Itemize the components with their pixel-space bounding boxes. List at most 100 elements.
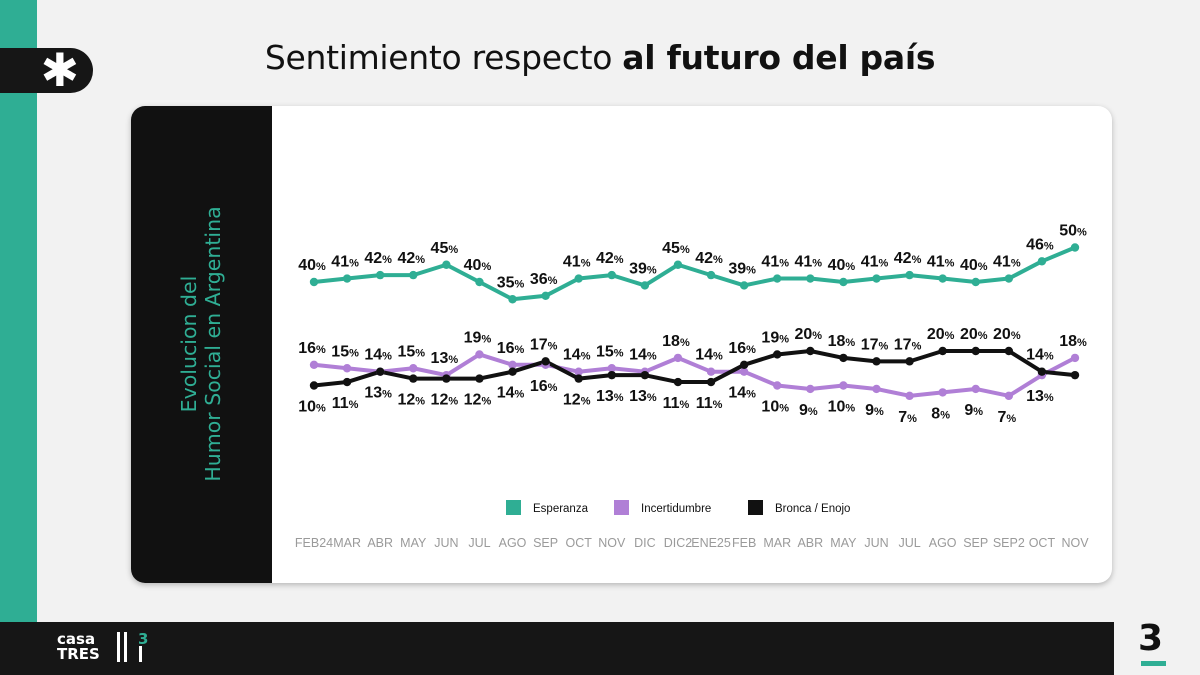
x-tick-label: JUN — [864, 536, 888, 550]
x-tick-label: ABR — [797, 536, 823, 550]
x-tick-label: SEP — [963, 536, 988, 550]
data-label: 8% — [931, 405, 950, 422]
data-label: 41% — [761, 254, 789, 271]
title-bold: al futuro del país — [622, 38, 936, 77]
data-point — [574, 367, 583, 376]
logo-word1: casa — [57, 630, 96, 648]
data-label: 41% — [927, 254, 955, 271]
data-label: 14% — [629, 347, 657, 364]
data-label: 18% — [662, 333, 690, 350]
data-label: 13% — [596, 388, 624, 405]
data-label: 16% — [530, 378, 558, 395]
data-point — [905, 391, 914, 401]
x-tick-label: ENE25 — [691, 536, 731, 550]
data-label: 9% — [964, 402, 983, 419]
logo-word2: TRES — [57, 645, 100, 663]
data-label: 40% — [464, 257, 492, 274]
data-label: 40% — [828, 257, 856, 274]
data-label: 16% — [497, 340, 525, 357]
data-label: 20% — [960, 326, 988, 343]
data-label: 15% — [596, 343, 624, 360]
data-label: 13% — [1026, 388, 1054, 405]
data-label: 41% — [795, 254, 823, 271]
data-point — [706, 377, 716, 387]
data-label: 42% — [397, 250, 425, 267]
data-point — [309, 277, 319, 287]
data-point — [938, 346, 947, 356]
x-tick-label: JUL — [898, 536, 920, 550]
data-label: 19% — [761, 329, 789, 346]
data-label: 12% — [397, 392, 425, 409]
legend-swatch — [506, 500, 521, 515]
data-label: 45% — [662, 240, 690, 257]
data-point — [971, 384, 980, 394]
data-label: 41% — [331, 254, 359, 271]
data-point — [541, 291, 550, 300]
data-point — [607, 270, 616, 280]
data-label: 40% — [960, 257, 988, 274]
data-label: 20% — [993, 326, 1021, 343]
x-tick-label: JUN — [434, 536, 458, 550]
data-point — [773, 274, 782, 283]
data-point — [442, 260, 451, 269]
data-label: 13% — [364, 385, 392, 402]
data-label: 50% — [1059, 223, 1087, 240]
chart-card: Evolucion del Humor Social en Argentina … — [131, 106, 1112, 583]
data-label: 14% — [497, 385, 525, 402]
data-point — [938, 274, 947, 283]
series-line-3 — [313, 349, 1076, 388]
data-point — [375, 367, 385, 376]
logo-bars-icon — [117, 632, 131, 662]
data-point — [640, 281, 650, 290]
data-label: 12% — [431, 392, 459, 409]
data-label: 17% — [530, 336, 558, 353]
data-label: 14% — [1026, 347, 1054, 364]
data-point — [971, 277, 980, 287]
data-point — [640, 370, 650, 380]
data-point — [673, 353, 683, 363]
data-point — [475, 277, 484, 287]
data-label: 7% — [997, 409, 1016, 426]
data-point — [1004, 346, 1014, 356]
data-point — [806, 384, 815, 394]
data-label: 42% — [596, 250, 624, 267]
page-title: Sentimiento respecto al futuro del país — [0, 38, 1200, 77]
data-label: 14% — [695, 347, 723, 364]
series-line-2 — [313, 352, 1076, 398]
data-point — [1037, 257, 1047, 266]
data-label: 42% — [695, 250, 723, 267]
data-point — [409, 374, 418, 383]
data-label: 41% — [993, 254, 1021, 271]
x-tick-label: OCT — [566, 536, 593, 550]
data-point — [1070, 243, 1080, 252]
data-point — [806, 346, 815, 356]
data-label: 10% — [761, 399, 789, 416]
left-accent-band — [0, 0, 37, 622]
x-tick-label: SEP — [533, 536, 558, 550]
data-label: 15% — [397, 343, 425, 360]
data-label: 39% — [629, 260, 657, 277]
data-point — [839, 353, 848, 363]
data-point — [706, 270, 716, 280]
data-point — [1070, 353, 1080, 363]
x-tick-label: OCT — [1029, 536, 1056, 550]
data-point — [773, 350, 782, 359]
data-point — [541, 357, 550, 366]
data-point — [475, 374, 484, 383]
data-point — [1070, 370, 1080, 380]
data-label: 12% — [464, 392, 492, 409]
data-point — [607, 370, 616, 380]
x-tick-label: DIC2 — [664, 536, 693, 550]
data-label: 42% — [894, 250, 922, 267]
data-label: 39% — [728, 260, 756, 277]
badge: ✱ — [0, 43, 93, 97]
legend-swatch — [748, 500, 763, 515]
data-point — [739, 281, 749, 290]
logo-bar-icon — [139, 646, 142, 662]
asterisk-icon: ✱ — [40, 43, 79, 97]
data-point — [375, 270, 385, 280]
title-regular: Sentimiento respecto — [264, 38, 623, 77]
data-point — [905, 357, 914, 366]
data-point — [1037, 367, 1047, 376]
data-point — [806, 274, 815, 283]
